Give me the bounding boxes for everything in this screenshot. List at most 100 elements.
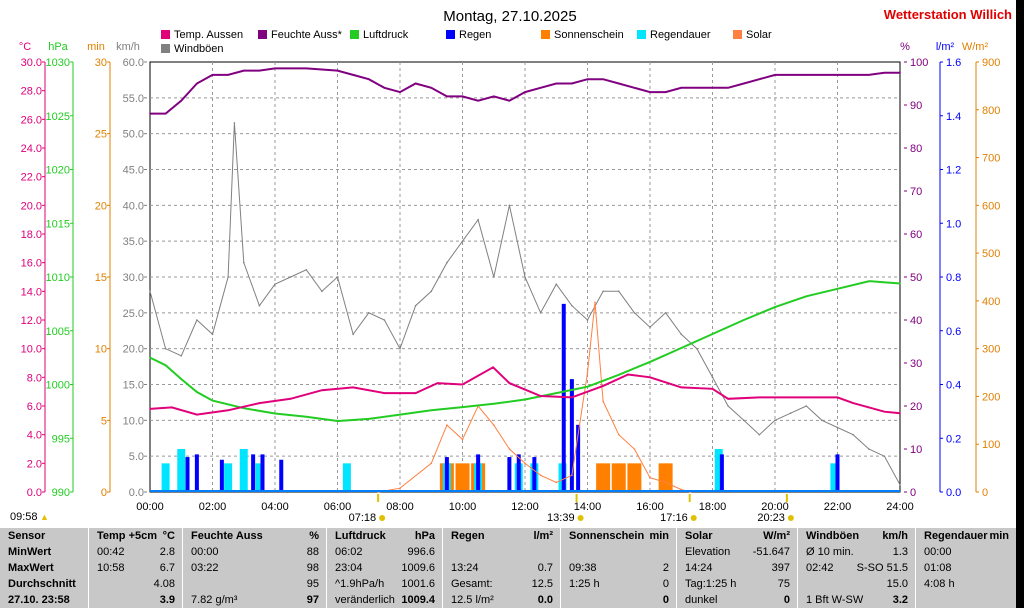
stats-cell: 1 Bft W-SW [806, 594, 864, 606]
axis-tick-label-rain: 1.6 [946, 57, 961, 69]
axis-tick-label-wind: 55.0 [123, 93, 144, 105]
stats-value: W/m² [763, 530, 790, 542]
sunshine-bar [627, 463, 642, 492]
series-point [367, 78, 370, 80]
x-tick-label: 02:00 [199, 501, 227, 513]
stats-row: 09:38 2 [561, 560, 677, 576]
stats-column: Regendauer min 00:00 01:08 4:08 h [915, 528, 1017, 608]
series-point [149, 408, 151, 410]
series-point [539, 474, 542, 477]
stats-value: 75 [777, 578, 790, 590]
axis-tick-label-solar: 0 [982, 487, 988, 499]
axis-tick-label-solar: 900 [982, 57, 1000, 69]
stats-cell: MinWert [8, 546, 52, 558]
series-point [524, 398, 526, 401]
series-point [337, 420, 340, 422]
axis-unit-humidity: % [900, 41, 910, 53]
axis-tick-label-solar: 500 [982, 248, 1000, 260]
series-point [539, 87, 542, 89]
series-point [336, 276, 339, 278]
axis-tick-label-pressure: 1000 [46, 380, 70, 392]
series-point [805, 396, 808, 399]
axis-tick-label-solar: 700 [982, 153, 1000, 165]
series-point [586, 319, 589, 321]
series-point [461, 240, 464, 242]
series-point [649, 91, 651, 93]
stats-value: 1.3 [892, 546, 908, 558]
series-point [867, 280, 870, 283]
series-point [649, 376, 651, 379]
stats-row: Ø 10 min. 1.3 [798, 544, 916, 560]
stats-cell: ^1.9hPa/h [335, 578, 385, 590]
x-tick-label: 10:00 [449, 501, 477, 513]
axis-tick-label-minutes: 20 [95, 200, 107, 212]
axis-tick-label-solar: 600 [982, 200, 1000, 212]
series-point [492, 403, 495, 405]
stats-value: 0 [662, 578, 669, 590]
scrollbar[interactable] [1016, 0, 1024, 608]
stats-row: Elevation -51.647 [677, 544, 798, 560]
axis-tick-label-humidity: 100 [910, 57, 928, 69]
series-point [399, 413, 401, 416]
stats-value: 6.7 [159, 562, 175, 574]
stats-value: 1009.4 [401, 594, 435, 606]
x-tick-label: 06:00 [324, 501, 352, 513]
stats-row: Windböen km/h [798, 528, 916, 544]
plot-area [149, 67, 901, 493]
x-tick-label: 12:00 [511, 501, 539, 513]
stats-row: 13:24 0.7 [443, 560, 561, 576]
stats-row: 10:58 6.7 [89, 560, 183, 576]
stats-cell: MaxWert [8, 562, 54, 574]
series-point [805, 295, 808, 298]
series-point [836, 426, 839, 429]
axis-tick-label-wind: 15.0 [123, 380, 144, 392]
series-point [627, 373, 629, 376]
series-point [430, 87, 433, 89]
stats-value: S-SO 51.5 [856, 562, 908, 574]
series-point [571, 396, 573, 399]
stats-cell: veränderlich [335, 594, 395, 606]
axis-tick-label-pressure: 1005 [46, 326, 70, 338]
axis-tick-label-temp: 28.0 [21, 86, 42, 98]
series-point [867, 74, 870, 76]
axis-unit-temp: °C [19, 41, 31, 53]
series-point [274, 67, 276, 70]
legend-swatch [733, 30, 742, 39]
chart-axes: 00:00 02:00 04:00 06:00 08:00 10:00 12:00 14:00… [19, 41, 1001, 513]
series-point [149, 356, 151, 359]
stats-value: min [989, 530, 1009, 542]
stats-cell: 7.82 g/m³ [191, 594, 238, 606]
axis-tick-label-wind: 5.0 [129, 451, 144, 463]
stats-column: Sonnenschein min 09:38 2 1:25 h 0 0 [560, 528, 677, 608]
axis-unit-minutes: min [87, 41, 105, 53]
legend-swatch [637, 30, 646, 39]
series-point [805, 74, 808, 76]
stats-column: Sensor MinWert MaxWert Durchschnitt 27.10. 2… [0, 528, 88, 608]
rain-duration-bar [224, 463, 233, 492]
rain-bar [476, 454, 481, 492]
rain-duration-bar [342, 463, 351, 492]
stats-row: veränderlich 1009.4 [327, 592, 443, 608]
series-point [664, 91, 667, 93]
axis-tick-label-wind: 30.0 [123, 272, 144, 284]
axis-tick-label-rain: 0.0 [946, 487, 961, 499]
axis-tick-label-temp: 14.0 [21, 286, 42, 298]
stats-value: 3.9 [159, 594, 175, 606]
series-point [680, 87, 683, 89]
series-point [836, 74, 839, 76]
stats-row: Luftdruck hPa [327, 528, 443, 544]
series-point [524, 462, 526, 465]
axis-tick-label-pressure: 1025 [46, 111, 70, 123]
stats-cell: 03:22 [191, 562, 219, 574]
axis-tick-label-solar: 200 [982, 391, 1000, 403]
series-point [571, 304, 573, 307]
stats-row: 95 [183, 576, 327, 592]
sunshine-bar [596, 463, 611, 492]
stats-row: 1 Bft W-SW 3.2 [798, 592, 916, 608]
stats-value: 15.0 [886, 578, 908, 590]
series-point [586, 78, 589, 80]
series-point [758, 78, 761, 80]
stats-value: 2.8 [159, 546, 175, 558]
series-point [414, 82, 417, 85]
sunshine-bar [658, 463, 673, 492]
